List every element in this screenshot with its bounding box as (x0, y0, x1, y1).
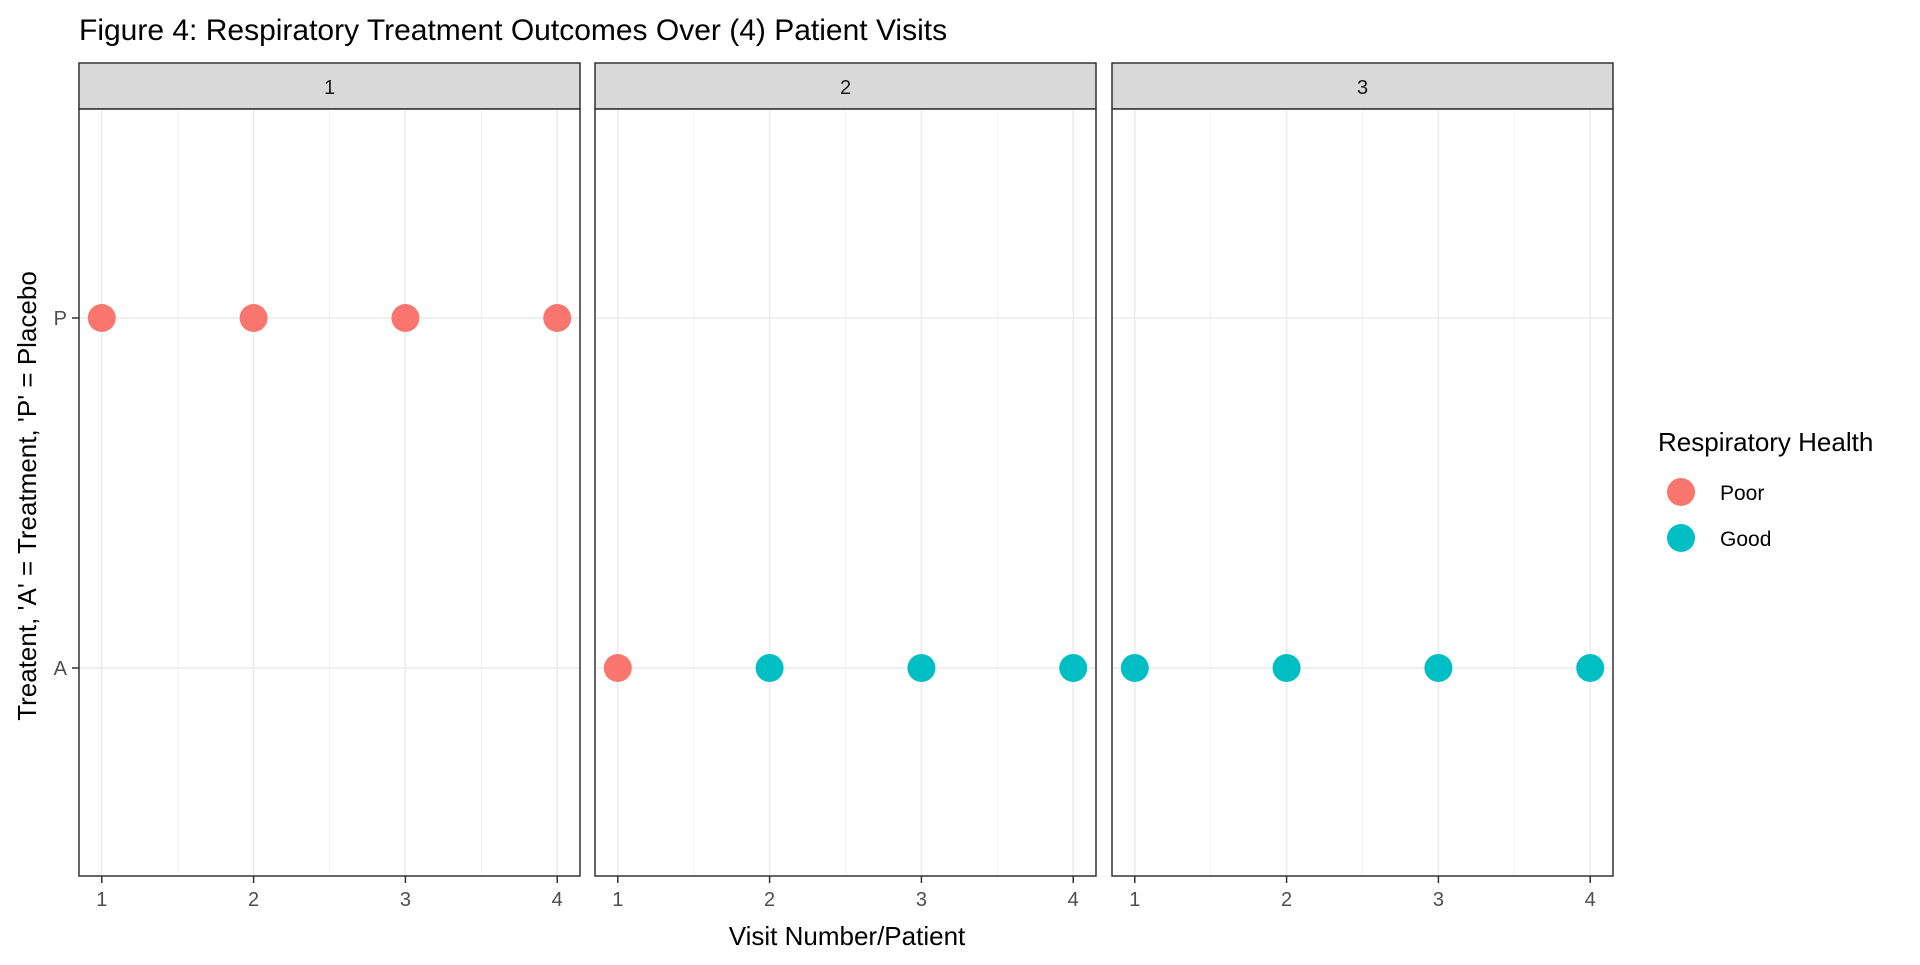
y-tick-label: A (54, 658, 68, 680)
x-tick-label: 1 (612, 889, 623, 911)
facet-strip (1111, 62, 1614, 110)
facet-panel-1: 1 1 2 3 4 (78, 62, 581, 911)
x-tick-label: 3 (1433, 889, 1444, 911)
data-point-good (1272, 654, 1301, 682)
data-point-poor (87, 304, 116, 332)
data-point-good (1576, 654, 1605, 682)
legend-key-poor (1667, 478, 1695, 506)
facet-strip (78, 62, 581, 110)
data-point-good (755, 654, 784, 682)
x-tick-label: 4 (1068, 889, 1079, 911)
x-tick-label: 2 (1281, 889, 1292, 911)
x-tick-label: 1 (1129, 889, 1140, 911)
panel-border (1111, 108, 1614, 877)
x-tick-label: 2 (248, 889, 259, 911)
facet-strip (594, 62, 1097, 110)
legend: Respiratory Health Poor Good (1658, 427, 1873, 552)
data-point-poor (391, 304, 420, 332)
x-tick-label: 3 (400, 889, 411, 911)
legend-key-good (1667, 524, 1695, 552)
legend-label-good: Good (1720, 528, 1771, 551)
x-tick-label: 4 (552, 889, 563, 911)
facet-panel-2: 2 1 2 3 4 (594, 62, 1097, 911)
panel-border (594, 108, 1097, 877)
x-tick-label: 2 (764, 889, 775, 911)
facet-strip-label: 2 (840, 77, 851, 99)
legend-label-poor: Poor (1720, 482, 1764, 505)
data-point-good (1059, 654, 1088, 682)
x-tick-label: 3 (916, 889, 927, 911)
legend-title: Respiratory Health (1658, 427, 1873, 457)
data-point-poor (543, 304, 572, 332)
data-point-poor (239, 304, 268, 332)
data-point-poor (603, 654, 632, 682)
data-point-good (1120, 654, 1149, 682)
x-tick-label: 4 (1585, 889, 1596, 911)
y-tick-label: P (54, 308, 67, 330)
x-axis-title: Visit Number/Patient (729, 921, 966, 951)
data-point-good (907, 654, 936, 682)
facet-panels: 1 1 2 3 4 2 1 2 3 4 3 1 2 3 4 A P (54, 62, 1614, 911)
chart-title: Figure 4: Respiratory Treatment Outcomes… (79, 14, 947, 47)
data-point-good (1424, 654, 1453, 682)
facet-panel-3: 3 1 2 3 4 (1111, 62, 1614, 911)
y-axis-title: Treatent, 'A' = Treatment, 'P' = Placebo (12, 271, 42, 721)
panel-border (78, 108, 581, 877)
facet-strip-label: 3 (1357, 77, 1368, 99)
facet-strip-label: 1 (324, 77, 335, 99)
x-tick-label: 1 (96, 889, 107, 911)
